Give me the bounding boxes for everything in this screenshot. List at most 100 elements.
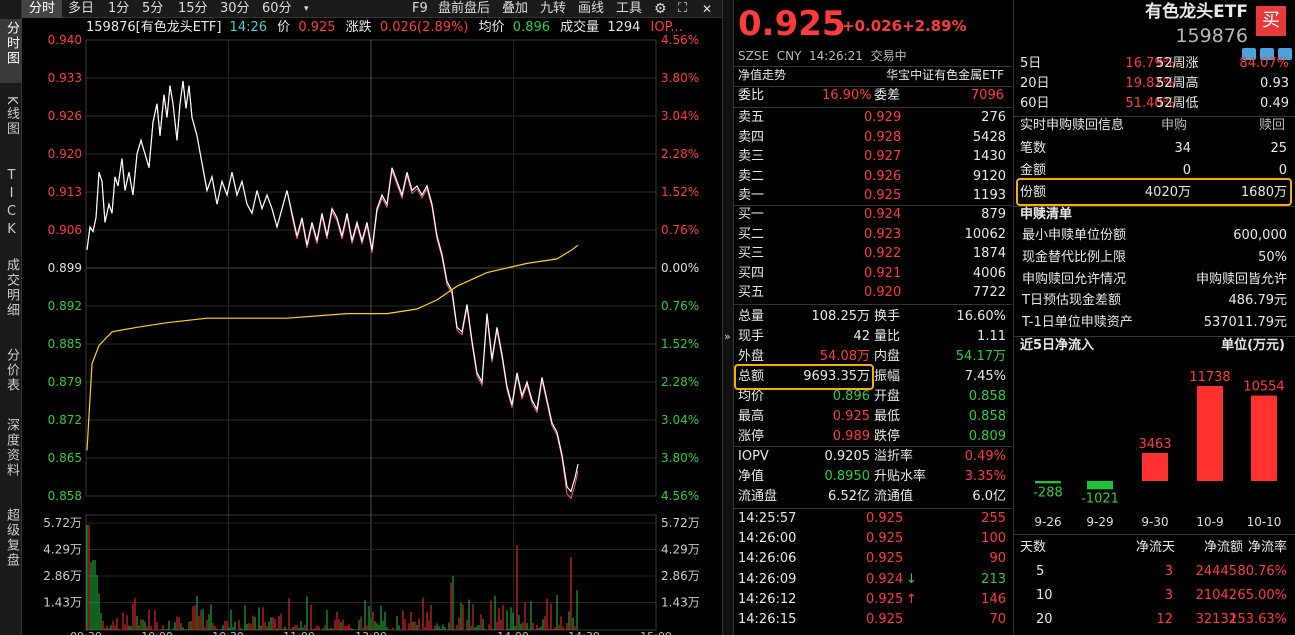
flow-table-header: 净流额	[1203, 540, 1243, 555]
flow-unit: 单位(万元)	[1221, 338, 1285, 353]
chevron-down-icon[interactable]: ▾	[304, 4, 309, 14]
nine-turn-button[interactable]: 九转	[540, 1, 567, 16]
tab-tick[interactable]: TICK	[0, 168, 22, 248]
flow-table-header: 净流天	[1135, 540, 1175, 555]
period-60min[interactable]: 60分	[262, 1, 292, 16]
flow-date-label: 9-26	[1034, 515, 1061, 529]
tab-super-replay[interactable]: 超级复盘	[0, 508, 22, 588]
tab-timeshare[interactable]: 分时图	[0, 19, 22, 83]
tab-kline[interactable]: K线图	[0, 96, 22, 156]
price-label: 价	[277, 20, 291, 35]
pct-tick-label: 3.04%	[661, 413, 699, 427]
ask-level-label: 卖五	[738, 110, 765, 125]
tools-button[interactable]: 工具	[616, 1, 643, 16]
pre-post-market-button[interactable]: 盘前盘后	[438, 1, 491, 16]
gear-icon[interactable]: ⚙	[654, 1, 667, 17]
bid-price: 0.924	[864, 207, 902, 222]
flow-date-label: 10-9	[1196, 515, 1223, 529]
time-axis-label: 09:30	[70, 630, 102, 635]
list-value: 486.79元	[1228, 293, 1288, 309]
tab-trade-detail[interactable]: 成交明细	[0, 258, 22, 336]
price-tick-label: 0.926	[48, 109, 82, 123]
stat-label: 跌停	[874, 429, 901, 444]
tab-label: 成交明细	[4, 258, 19, 318]
tracking-index: 华宝中证有色金属ETF	[886, 68, 1004, 82]
overlay-button[interactable]: 叠加	[502, 1, 529, 16]
bid-level-label: 买二	[738, 226, 765, 242]
stat-label: 净值	[738, 469, 765, 484]
bid-volume: 7722	[972, 285, 1006, 300]
flow-bar	[1087, 481, 1113, 490]
tick-time: 14:26:09	[738, 571, 797, 587]
draw-line-button[interactable]: 画线	[578, 1, 605, 16]
list-value: 50%	[1258, 249, 1287, 265]
period-15min[interactable]: 15分	[178, 1, 208, 16]
period-1min[interactable]: 1分	[108, 1, 130, 16]
volume-tick-label: 1.43万	[43, 596, 82, 610]
stat-value: 6.52亿	[828, 489, 870, 504]
bid-volume: 1874	[972, 246, 1006, 261]
price-tick-label: 0.892	[48, 299, 82, 313]
arrow-down-icon: ↓	[906, 571, 917, 587]
stat-value: 9693.35万	[803, 369, 870, 384]
sub-sell-value: 0	[1278, 163, 1287, 178]
quote-panel: 0.925 +0.026 +2.89% SZSE CNY 14:26:21 交易…	[734, 0, 1012, 635]
collapse-icon[interactable]: »	[724, 330, 731, 343]
average-price-line	[86, 244, 579, 451]
trading-status: 交易中	[870, 49, 907, 63]
pct-tick-label: 1.52%	[661, 337, 699, 351]
expand-icon[interactable]: ⛶	[678, 1, 688, 16]
stat-label: 量比	[874, 329, 901, 344]
stat-label: 流通盘	[738, 489, 778, 504]
list-value: 申购赎回皆允许	[1195, 271, 1287, 287]
edit-icon[interactable]	[1242, 48, 1256, 60]
tab-label: 分价表	[4, 348, 19, 393]
period-multiday[interactable]: 多日	[68, 1, 95, 16]
tick-time: 14:26:00	[738, 531, 797, 547]
security-code: 159876[有色龙头ETF]	[86, 20, 222, 35]
flow-date-label: 9-29	[1086, 515, 1113, 529]
period-timeshare[interactable]: 分时	[22, 0, 62, 18]
list-label: 申购赎回允许情况	[1022, 271, 1127, 287]
tab-depth-info[interactable]: 深度资料	[0, 418, 22, 498]
tick-price: 0.924	[866, 571, 904, 587]
price-line	[86, 80, 579, 493]
time-axis-label: 14:00	[497, 630, 529, 635]
panel-divider: »	[722, 0, 734, 635]
perf-label: 5日	[1020, 56, 1042, 71]
stat-label: 内盘	[874, 349, 901, 364]
volume-label: 成交量	[560, 20, 600, 35]
price-tick-label: 0.933	[48, 71, 82, 85]
more-icon[interactable]	[1278, 48, 1292, 60]
currency: CNY	[776, 49, 802, 63]
period-30min[interactable]: 30分	[220, 1, 250, 16]
bid-price: 0.922	[864, 246, 902, 261]
period-5min[interactable]: 5分	[142, 1, 164, 16]
highlight-total-amount	[734, 364, 874, 390]
sub-row-label: 份额	[1020, 185, 1047, 200]
tick-time: 14:26:06	[738, 551, 797, 567]
tick-price: 0.925	[866, 591, 904, 607]
stat-value: 108.25万	[811, 309, 871, 324]
pct-tick-label: 3.80%	[661, 71, 699, 85]
tab-price-table[interactable]: 分价表	[0, 348, 22, 408]
flow-value-label: 10554	[1243, 380, 1284, 395]
stat-label: 开盘	[874, 389, 901, 404]
nav-trend-link[interactable]: 净值走势	[738, 68, 787, 82]
f9-button[interactable]: F9	[412, 1, 428, 16]
quote-time: 14:26:21	[809, 49, 863, 63]
time-axis-label: 10:30	[212, 630, 244, 635]
close-icon[interactable]: ✕	[702, 2, 713, 16]
sub-row-label: 笔数	[1020, 141, 1047, 156]
timeshare-chart: 159876[有色龙头ETF] 14:26 价 0.925 涨跌 0.026(2…	[22, 18, 722, 635]
pct-tick-label: 2.28%	[661, 147, 699, 161]
flow-bar	[1035, 481, 1061, 484]
stat-value: 54.17万	[955, 349, 1006, 364]
buy-button[interactable]: 买	[1256, 6, 1286, 36]
sub-header-buy: 申购	[1160, 118, 1187, 133]
stat-value: 54.08万	[819, 349, 870, 364]
bell-icon[interactable]	[1260, 48, 1274, 60]
stat-value: 0.858	[968, 409, 1006, 424]
list-label: 最小申赎单位份额	[1022, 228, 1127, 243]
